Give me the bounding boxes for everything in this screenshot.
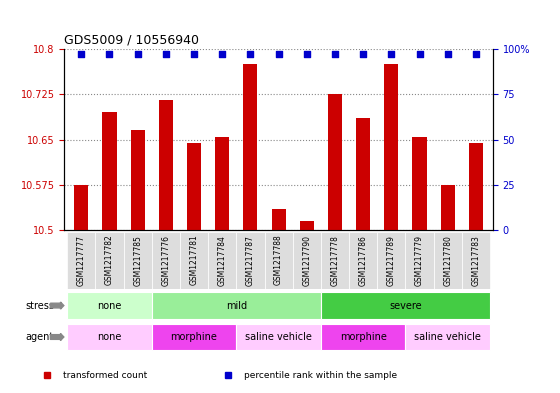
Text: saline vehicle: saline vehicle — [414, 332, 481, 342]
FancyBboxPatch shape — [208, 232, 236, 289]
Text: transformed count: transformed count — [63, 371, 148, 380]
FancyBboxPatch shape — [293, 232, 321, 289]
Text: saline vehicle: saline vehicle — [245, 332, 312, 342]
Text: none: none — [97, 301, 122, 310]
Bar — [356, 118, 370, 230]
Point — [218, 50, 227, 57]
Point — [133, 50, 142, 57]
Bar — [413, 136, 427, 230]
Bar — [244, 64, 258, 230]
Point — [443, 50, 452, 57]
FancyBboxPatch shape — [462, 232, 490, 289]
Text: GSM1217787: GSM1217787 — [246, 235, 255, 286]
FancyBboxPatch shape — [152, 324, 236, 350]
FancyBboxPatch shape — [377, 232, 405, 289]
Text: GSM1217782: GSM1217782 — [105, 235, 114, 285]
FancyBboxPatch shape — [321, 232, 349, 289]
FancyBboxPatch shape — [264, 232, 293, 289]
Bar — [300, 221, 314, 230]
Text: severe: severe — [389, 301, 422, 310]
Point — [358, 50, 367, 57]
Point — [77, 50, 86, 57]
Text: stress: stress — [25, 301, 54, 310]
Text: percentile rank within the sample: percentile rank within the sample — [244, 371, 398, 380]
Point — [472, 50, 480, 57]
Text: GSM1217780: GSM1217780 — [443, 235, 452, 286]
FancyBboxPatch shape — [433, 232, 462, 289]
FancyBboxPatch shape — [236, 324, 321, 350]
Text: GSM1217790: GSM1217790 — [302, 235, 311, 286]
Text: GSM1217783: GSM1217783 — [472, 235, 480, 286]
Text: GSM1217776: GSM1217776 — [161, 235, 170, 286]
FancyBboxPatch shape — [180, 232, 208, 289]
FancyBboxPatch shape — [95, 232, 124, 289]
Text: GSM1217784: GSM1217784 — [218, 235, 227, 286]
Text: GSM1217786: GSM1217786 — [358, 235, 368, 286]
FancyBboxPatch shape — [405, 324, 490, 350]
Bar — [159, 100, 173, 230]
Point — [105, 50, 114, 57]
FancyBboxPatch shape — [67, 324, 152, 350]
Text: GSM1217785: GSM1217785 — [133, 235, 142, 286]
Text: mild: mild — [226, 301, 247, 310]
FancyBboxPatch shape — [67, 292, 152, 319]
Bar — [384, 64, 398, 230]
FancyBboxPatch shape — [236, 232, 264, 289]
FancyBboxPatch shape — [67, 232, 95, 289]
Bar — [74, 185, 88, 230]
Point — [246, 50, 255, 57]
Text: GDS5009 / 10556940: GDS5009 / 10556940 — [64, 33, 199, 46]
Text: GSM1217778: GSM1217778 — [330, 235, 339, 286]
Bar — [215, 136, 229, 230]
Text: GSM1217777: GSM1217777 — [77, 235, 86, 286]
Text: morphine: morphine — [340, 332, 386, 342]
Text: morphine: morphine — [171, 332, 217, 342]
Text: agent: agent — [25, 332, 53, 342]
Point — [274, 50, 283, 57]
FancyBboxPatch shape — [152, 292, 321, 319]
FancyBboxPatch shape — [124, 232, 152, 289]
Point — [415, 50, 424, 57]
Bar — [441, 185, 455, 230]
Bar — [328, 94, 342, 230]
Point — [387, 50, 396, 57]
FancyBboxPatch shape — [349, 232, 377, 289]
Point — [302, 50, 311, 57]
Bar — [469, 143, 483, 230]
Text: none: none — [97, 332, 122, 342]
FancyBboxPatch shape — [405, 232, 433, 289]
Text: GSM1217788: GSM1217788 — [274, 235, 283, 285]
Text: GSM1217781: GSM1217781 — [189, 235, 199, 285]
Bar — [130, 130, 144, 230]
Point — [161, 50, 170, 57]
Text: GSM1217779: GSM1217779 — [415, 235, 424, 286]
Bar — [102, 112, 116, 230]
Point — [190, 50, 199, 57]
Point — [330, 50, 339, 57]
FancyBboxPatch shape — [321, 324, 405, 350]
Bar — [272, 209, 286, 230]
Bar — [187, 143, 201, 230]
FancyBboxPatch shape — [152, 232, 180, 289]
Text: GSM1217789: GSM1217789 — [387, 235, 396, 286]
FancyBboxPatch shape — [321, 292, 490, 319]
